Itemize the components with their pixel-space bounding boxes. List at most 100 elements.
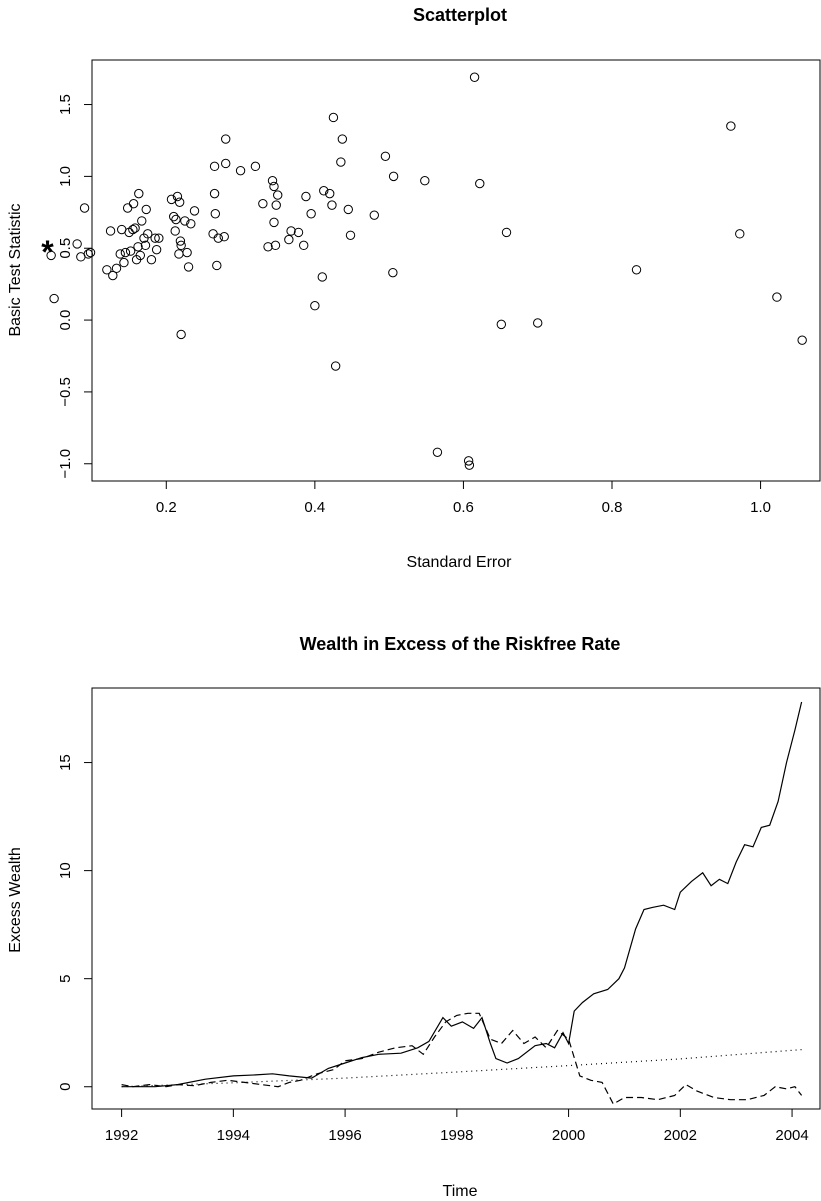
scatter-point xyxy=(171,214,181,225)
wealth-x-axis-label: Time xyxy=(443,1183,478,1200)
scatter-point xyxy=(221,134,231,144)
scatter-point xyxy=(432,447,443,457)
scatter-point xyxy=(388,171,399,182)
scatter-x-tick-label: 0.4 xyxy=(304,499,325,516)
scatter-point xyxy=(258,198,268,209)
scatter-point xyxy=(336,157,346,167)
scatter-point xyxy=(772,292,782,302)
scatter-point xyxy=(183,262,194,272)
scatter-point xyxy=(210,209,221,219)
scatter-point xyxy=(463,456,474,466)
wealth-x-tick-label: 2004 xyxy=(775,1127,808,1144)
wealth-line-dashed xyxy=(121,1012,803,1105)
scatter-x-axis: 0.2 0.4 0.6 0.8 1.0 xyxy=(156,481,771,516)
scatter-point xyxy=(105,226,116,236)
scatter-point xyxy=(330,361,341,371)
wealth-y-tick-label: 5 xyxy=(57,975,74,983)
scatter-y-axis: −1.0 −0.5 0.0 0.5 1.0 1.5 xyxy=(57,94,92,479)
scatter-point xyxy=(102,265,112,275)
scatter-point xyxy=(133,242,143,252)
scatter-point xyxy=(170,226,180,236)
scatter-point xyxy=(134,188,144,199)
scatter-point xyxy=(151,244,162,255)
scatter-point xyxy=(631,265,642,275)
scatter-point xyxy=(293,227,304,238)
scatter-point xyxy=(327,200,337,210)
scatter-point xyxy=(328,112,339,123)
scatter-point xyxy=(319,186,329,196)
scatter-point xyxy=(317,272,327,282)
scatter-point xyxy=(125,246,136,256)
scatter-point xyxy=(146,255,157,265)
scatter-point xyxy=(176,329,186,340)
scatter-point xyxy=(250,161,261,172)
scatter-point xyxy=(174,249,184,259)
scatter-point xyxy=(120,247,131,258)
scatter-point xyxy=(119,257,129,268)
scatter-point xyxy=(137,216,147,226)
scatter-point xyxy=(310,301,320,311)
scatter-point xyxy=(235,165,246,176)
wealth-x-tick-label: 1994 xyxy=(217,1127,250,1144)
scatter-point xyxy=(182,247,192,258)
highlight-star-marker: * xyxy=(41,234,54,270)
scatter-point xyxy=(85,247,96,258)
wealth-y-tick-label: 10 xyxy=(57,862,74,879)
wealth-series xyxy=(121,701,803,1105)
scatter-plot-frame xyxy=(91,59,821,482)
scatter-y-tick-label: −0.5 xyxy=(57,377,74,407)
scatter-point xyxy=(175,236,186,246)
scatter-point xyxy=(271,200,281,210)
scatter-point xyxy=(169,211,179,222)
scatter-point xyxy=(380,151,391,161)
wealth-x-tick-label: 1996 xyxy=(328,1127,361,1144)
scatter-point xyxy=(208,229,218,239)
scatter-point xyxy=(154,233,164,243)
scatter-point xyxy=(79,203,90,213)
scatter-point xyxy=(46,250,56,261)
scatter-point xyxy=(111,263,122,274)
wealth-x-tick-label: 1998 xyxy=(440,1127,473,1144)
scatter-point xyxy=(284,234,294,245)
scatter-point xyxy=(83,249,93,259)
scatter-y-axis-label: Basic Test Statistic xyxy=(7,203,24,336)
scatter-point xyxy=(174,197,185,207)
wealth-x-tick-label: 2000 xyxy=(552,1127,585,1144)
scatter-point xyxy=(49,293,59,304)
scatter-point xyxy=(464,460,475,470)
scatter-points xyxy=(46,72,807,470)
scatter-x-tick-label: 1.0 xyxy=(750,499,771,516)
scatter-point xyxy=(128,198,139,209)
scatter-point xyxy=(176,240,186,251)
scatter-x-axis-label: Standard Error xyxy=(407,554,513,571)
scatter-point xyxy=(72,239,82,249)
scatter-y-tick-label: −1.0 xyxy=(57,449,74,479)
wealth-y-tick-label: 0 xyxy=(57,1083,74,1091)
wealth-line-dotted xyxy=(121,1049,802,1088)
wealth-x-tick-label: 1992 xyxy=(105,1127,138,1144)
scatter-point xyxy=(267,175,278,186)
scatter-point xyxy=(469,72,480,82)
wealth-y-tick-label: 15 xyxy=(57,754,74,771)
scatter-title: Scatterplot xyxy=(413,5,507,25)
scatter-point xyxy=(420,175,430,186)
scatter-point xyxy=(128,224,138,235)
scatter-point xyxy=(141,204,151,215)
scatter-point xyxy=(108,270,118,281)
scatter-point xyxy=(269,181,279,192)
scatter-point xyxy=(735,229,745,239)
scatter-point xyxy=(301,191,311,202)
scatter-point xyxy=(166,194,177,205)
scatter-point xyxy=(263,242,273,252)
scatter-point xyxy=(143,229,153,239)
scatter-point xyxy=(726,121,736,131)
wealth-y-axis-label: Excess Wealth xyxy=(7,847,24,953)
wealth-plot-frame xyxy=(91,687,821,1110)
scatter-point xyxy=(150,233,160,243)
scatter-point xyxy=(172,191,183,202)
scatter-point xyxy=(475,178,485,189)
scatter-point xyxy=(273,190,283,200)
scatter-point xyxy=(286,226,296,236)
wealth-x-tick-label: 2002 xyxy=(664,1127,697,1144)
scatter-point xyxy=(343,204,353,215)
